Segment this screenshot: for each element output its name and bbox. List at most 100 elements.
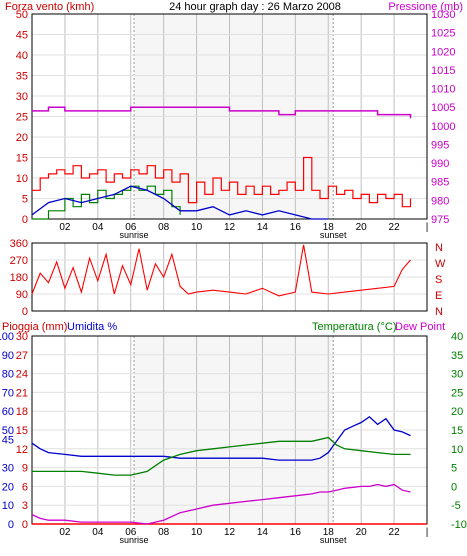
- rain-axis-tick: 18: [16, 406, 28, 418]
- compass-label: N: [435, 306, 443, 318]
- humidity-axis-tick: 20: [2, 481, 14, 493]
- rain-axis-tick: 21: [16, 387, 28, 399]
- humidity-axis-tick: 0: [8, 519, 14, 531]
- pressure-axis-tick: 1015: [431, 65, 455, 77]
- compass-label: W: [435, 258, 446, 270]
- temperature-axis-tick: 0: [451, 481, 457, 493]
- temperature-axis-tick: 30: [451, 369, 463, 381]
- x-tick-label: 02: [59, 527, 71, 538]
- sunset-label: sunset: [320, 230, 347, 240]
- x-tick-label: 04: [92, 222, 104, 233]
- rain-axis-tick: 9: [22, 463, 28, 475]
- rain-axis-tick: 6: [22, 481, 28, 493]
- x-tick-label: 04: [92, 527, 104, 538]
- chart-title: 24 hour graph day : 26 Marzo 2008: [169, 1, 341, 13]
- x-tick-label: 10: [191, 222, 203, 233]
- x-tick-label: 14: [257, 527, 269, 538]
- wind-axis-tick: 0: [22, 214, 28, 226]
- humidity-axis-tick: 60: [2, 406, 14, 418]
- direction-axis-tick: 0: [22, 306, 28, 318]
- x-tick-label: 08: [158, 222, 170, 233]
- rain-axis-tick: 30: [16, 331, 28, 343]
- sunrise-label: sunrise: [120, 535, 149, 545]
- sunset-label: sunset: [320, 535, 347, 545]
- temperature-axis-tick: 15: [451, 425, 463, 437]
- rain-axis-tick: 15: [16, 425, 28, 437]
- x-tick-label: 20: [356, 222, 368, 233]
- x-tick-label: |: [426, 527, 429, 538]
- temperature-axis-tick: -5: [451, 500, 461, 512]
- wind-pressure-panel: 0510152025303540455097598098599099510001…: [16, 9, 456, 240]
- wind-axis-tick: 15: [16, 153, 28, 165]
- temperature-axis-tick: 40: [451, 331, 463, 343]
- direction-axis-tick: 360: [10, 238, 28, 250]
- panel-frame: [31, 13, 428, 220]
- temperature-axis-tick: 10: [451, 444, 463, 456]
- rain-axis-tick: 12: [16, 444, 28, 456]
- rain-axis-tick: 24: [16, 369, 28, 381]
- pressure-axis-tick: 975: [431, 214, 449, 226]
- wind-axis-tick: 5: [22, 194, 28, 206]
- x-tick-label: 08: [158, 527, 170, 538]
- temperature-line: [32, 436, 411, 476]
- pressure-line: [32, 106, 412, 119]
- x-tick-label: 06: [125, 222, 137, 233]
- humidity-legend: Umidita %: [67, 321, 117, 333]
- panel-frame: [31, 242, 428, 312]
- temperature-axis-tick: -10: [451, 519, 467, 531]
- x-tick-label: 18: [323, 222, 335, 233]
- direction-axis-tick: 180: [10, 272, 28, 284]
- humidity-axis-tick: 100: [0, 331, 14, 343]
- wind-axis-tick: 50: [16, 9, 28, 21]
- pressure-axis-tick: 980: [431, 195, 449, 207]
- humidity-axis-tick: 70: [2, 387, 14, 399]
- wind-axis-tick: 40: [16, 50, 28, 62]
- temperature-axis-tick: 5: [451, 463, 457, 475]
- x-tick-label: 22: [389, 527, 401, 538]
- pressure-axis-tick: 1005: [431, 102, 455, 114]
- x-tick-label: 20: [356, 527, 368, 538]
- compass-label: N: [435, 242, 443, 254]
- humidity-axis-tick: 90: [2, 350, 14, 362]
- x-tick-label: |: [426, 222, 429, 233]
- compass-label: S: [435, 274, 442, 286]
- humidity-line: [31, 415, 411, 461]
- humidity-axis-tick: 10: [2, 500, 14, 512]
- x-tick-label: 02: [59, 222, 71, 233]
- rain-axis-tick: 27: [16, 350, 28, 362]
- wind-axis-tick: 10: [16, 173, 28, 185]
- x-tick-label: 16: [290, 222, 302, 233]
- x-tick-label: 12: [224, 222, 236, 233]
- wind-direction-line: [31, 244, 411, 297]
- pressure-axis-tick: 1010: [431, 84, 455, 96]
- humidity-axis-tick: 50: [2, 425, 14, 437]
- rain-legend: Pioggia (mm): [2, 321, 67, 333]
- sunrise-label: sunrise: [120, 230, 149, 240]
- temperature-axis-tick: 25: [451, 387, 463, 399]
- humidity-axis-tick: 30: [2, 463, 14, 475]
- x-tick-label: 12: [224, 527, 236, 538]
- x-tick-label: 10: [191, 527, 203, 538]
- pressure-axis-tick: 1025: [431, 28, 455, 40]
- humidity-axis-tick: 45: [2, 434, 14, 446]
- dew-point-line: [31, 483, 411, 525]
- rain-axis-tick: 3: [22, 500, 28, 512]
- x-tick-label: 22: [389, 222, 401, 233]
- wind-axis-tick: 35: [16, 71, 28, 83]
- pressure-axis-tick: 995: [431, 139, 449, 151]
- x-tick-label: 16: [290, 527, 302, 538]
- pressure-axis-tick: 985: [431, 177, 449, 189]
- pressure-axis-tick: 990: [431, 158, 449, 170]
- pressure-title: Pressione (mb): [388, 1, 463, 13]
- x-tick-label: 06: [125, 527, 137, 538]
- wind-gust-average-line: [31, 185, 329, 220]
- rain-humidity-temperature-panel: 0369121518212427300102030455060708090100…: [0, 331, 467, 545]
- direction-axis-tick: 90: [16, 289, 28, 301]
- x-tick-label: 14: [257, 222, 269, 233]
- wind-axis-tick: 45: [16, 30, 28, 42]
- pressure-axis-tick: 1020: [431, 46, 455, 58]
- dew-point-legend: Dew Point: [395, 321, 445, 333]
- wind-axis-tick: 20: [16, 132, 28, 144]
- temperature-axis-tick: 20: [451, 406, 463, 418]
